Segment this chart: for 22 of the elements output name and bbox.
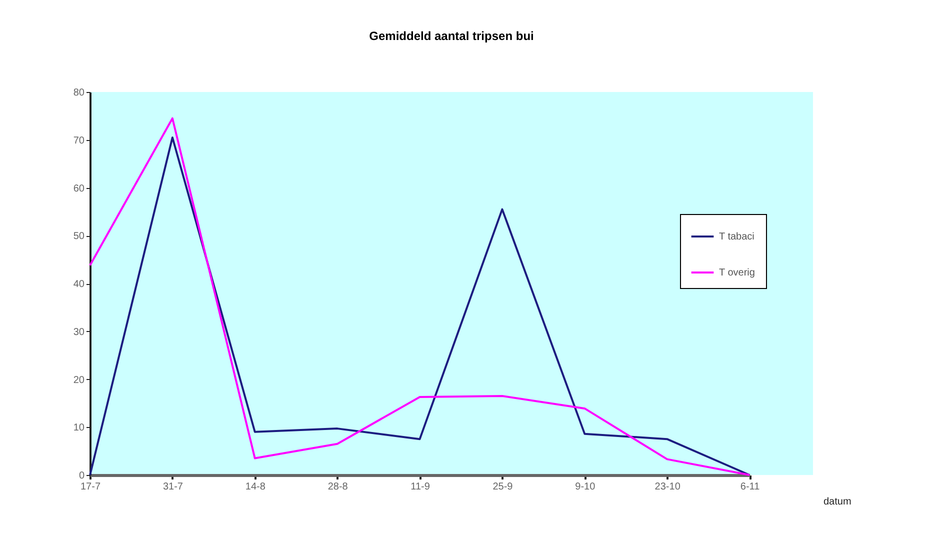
x-tick-label: 6-11 [740,482,760,492]
legend-label: T tabaci [719,232,754,242]
y-tick-label: 0 [78,470,85,482]
x-tick-label: 17-7 [80,482,101,492]
x-tick-label: 31-7 [162,482,184,492]
chart-title: Gemiddeld aantal tripsen bui [369,29,534,43]
y-tick-label: 30 [73,326,85,338]
x-tick-label: 23-10 [654,482,681,492]
x-axis-title: datum [824,496,852,508]
y-tick-label: 60 [73,183,85,194]
x-tick-label: 25-9 [492,482,514,492]
y-tick-label: 80 [73,88,85,98]
legend-label: T overig [719,268,755,278]
y-tick-label: 50 [73,231,85,242]
x-tick-label: 14-8 [245,482,266,492]
y-tick-label: 40 [73,279,85,290]
y-tick-label: 20 [73,374,85,386]
x-tick-label: 9-10 [575,482,596,492]
x-tick-label: 28-8 [328,482,348,492]
y-tick-label: 70 [73,135,85,146]
x-tick-label: 11-9 [410,482,430,492]
y-tick-label: 10 [73,422,85,434]
